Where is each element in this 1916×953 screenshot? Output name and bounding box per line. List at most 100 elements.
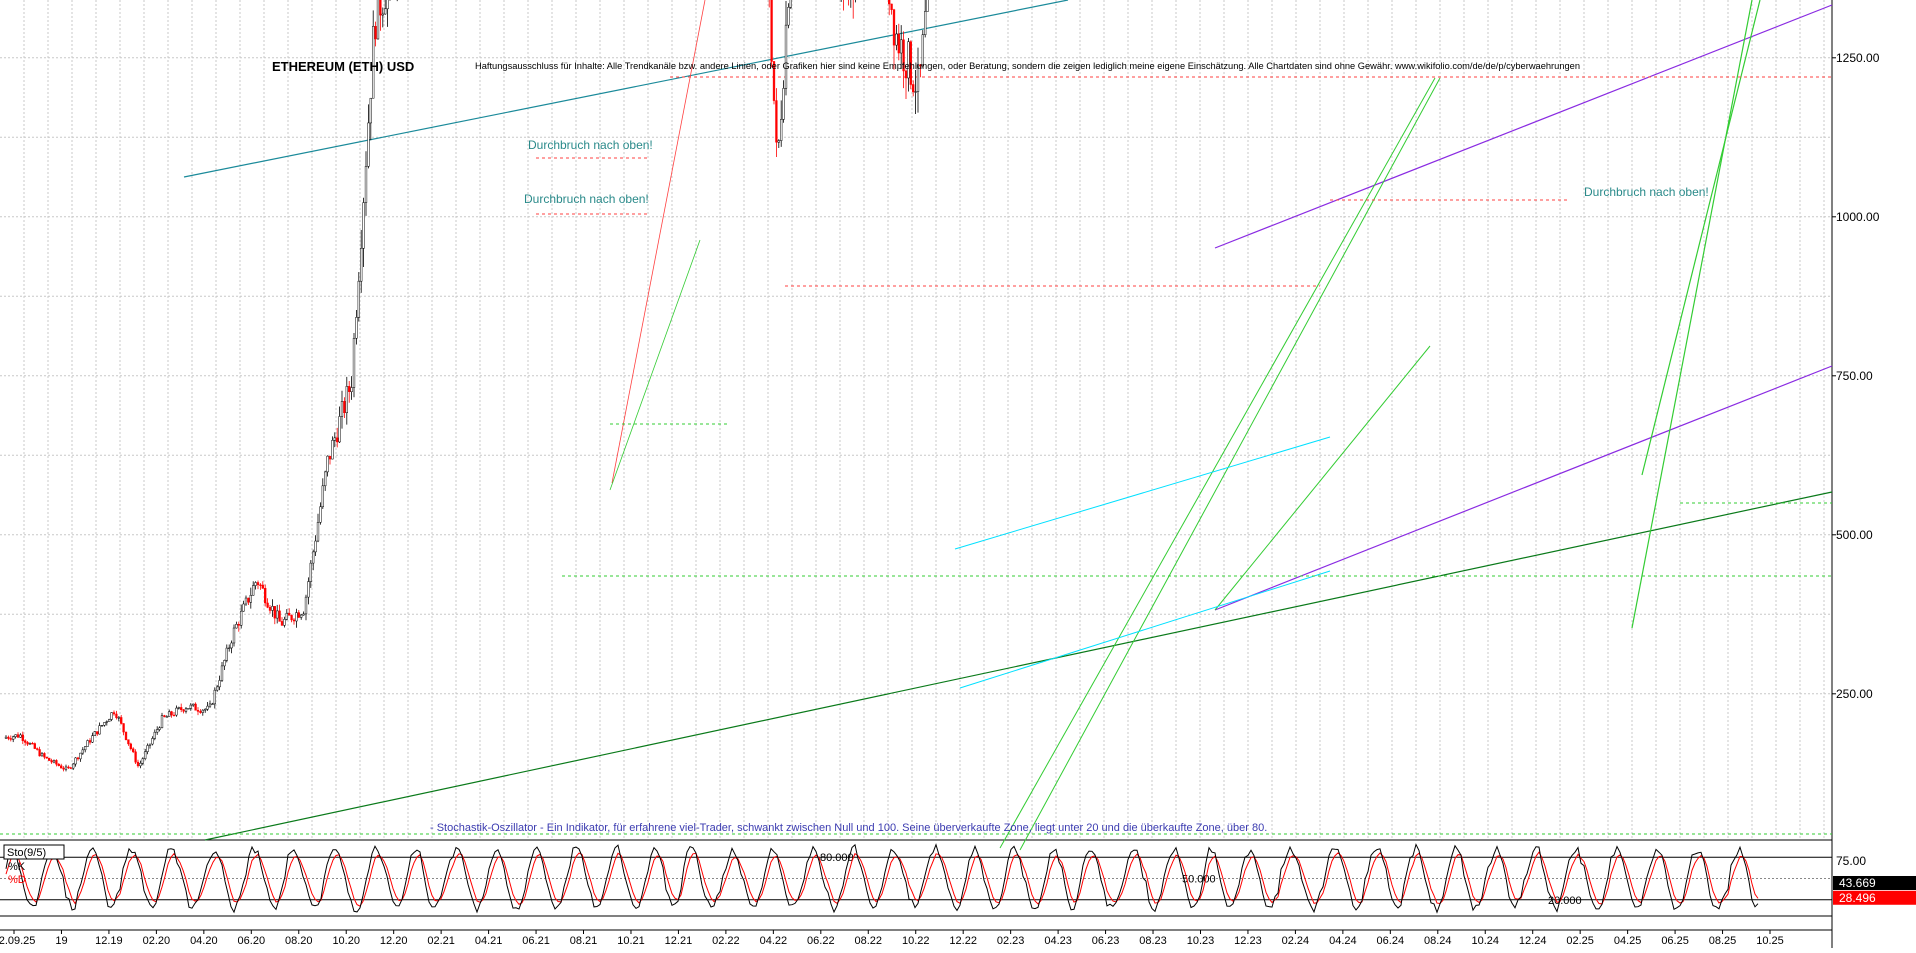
candle-body bbox=[897, 33, 900, 54]
candle-body bbox=[242, 603, 245, 612]
candle-body bbox=[33, 743, 36, 749]
trend-line bbox=[1214, 345, 1431, 611]
candle-body bbox=[237, 624, 240, 626]
candle-body bbox=[21, 734, 24, 741]
candle-body bbox=[249, 595, 252, 603]
candle-body bbox=[343, 401, 346, 414]
candle-body bbox=[26, 742, 29, 745]
candle-body bbox=[100, 724, 104, 727]
time-tick-label: 10.25 bbox=[1756, 935, 1784, 947]
candle-body bbox=[4, 736, 8, 739]
candle-body bbox=[79, 752, 82, 760]
time-tick-label: 06.21 bbox=[522, 935, 550, 947]
stoch-d-value-box bbox=[1833, 890, 1916, 905]
candle-body bbox=[192, 703, 195, 706]
candle-body bbox=[362, 202, 365, 249]
candle-body bbox=[184, 708, 188, 712]
trend-line bbox=[959, 570, 1331, 689]
candle-body bbox=[220, 665, 224, 681]
candle-body bbox=[43, 753, 46, 758]
candle-body bbox=[386, 0, 389, 10]
candle-body bbox=[230, 642, 233, 649]
candle-body bbox=[213, 689, 216, 705]
candle-body bbox=[331, 440, 334, 460]
candle-body bbox=[153, 731, 156, 739]
candle-body bbox=[31, 743, 34, 745]
time-tick-label: 12.09.25 bbox=[0, 935, 35, 947]
candle-body bbox=[902, 39, 905, 72]
time-tick-label: 12.19 bbox=[95, 935, 123, 947]
candle-body bbox=[369, 97, 372, 124]
stoch-d-legend: %D bbox=[8, 874, 26, 886]
candle-body bbox=[160, 715, 164, 729]
candle-body bbox=[180, 707, 183, 710]
candle-body bbox=[199, 711, 202, 713]
candle-body bbox=[321, 485, 324, 508]
candle-body bbox=[914, 91, 917, 93]
candle-body bbox=[151, 738, 154, 745]
indicator-note: - Stochastik-Oszillator - Ein Indikator,… bbox=[430, 822, 1267, 834]
candle-body bbox=[244, 597, 248, 605]
candle-body bbox=[259, 584, 262, 586]
candle-body bbox=[216, 686, 219, 691]
stoch-level-label: 20.000 bbox=[1548, 895, 1582, 907]
time-tick-label: 08.20 bbox=[285, 935, 313, 947]
candle-body bbox=[340, 401, 344, 417]
candle-body bbox=[144, 751, 147, 759]
candle-body bbox=[189, 704, 192, 709]
candle-body bbox=[285, 612, 288, 620]
candle-body bbox=[40, 753, 44, 757]
candle-body bbox=[72, 763, 75, 769]
candle-body bbox=[235, 624, 238, 629]
time-tick-label: 06.22 bbox=[807, 935, 835, 947]
time-tick-label: 10.21 bbox=[617, 935, 645, 947]
candle-body bbox=[112, 712, 116, 715]
time-tick-label: 12.20 bbox=[380, 935, 408, 947]
time-tick-label: 10.22 bbox=[902, 935, 930, 947]
trend-line bbox=[1019, 77, 1441, 851]
candle-body bbox=[328, 455, 332, 460]
candle-body bbox=[134, 751, 137, 763]
candle-body bbox=[919, 64, 922, 67]
candle-body bbox=[276, 610, 279, 619]
candle-body bbox=[355, 317, 358, 339]
candle-body bbox=[158, 727, 161, 730]
candle-body bbox=[64, 766, 68, 770]
candle-body bbox=[14, 734, 17, 737]
candle-body bbox=[177, 707, 180, 709]
candle-body bbox=[175, 707, 178, 716]
candle-body bbox=[55, 760, 58, 765]
time-tick-label: 04.22 bbox=[760, 935, 788, 947]
candle-body bbox=[228, 647, 231, 649]
candle-body bbox=[19, 734, 22, 738]
candle-body bbox=[268, 607, 272, 611]
candle-body bbox=[384, 8, 387, 15]
candle-body bbox=[50, 760, 53, 763]
price-tick-label: 1250.00 bbox=[1836, 51, 1880, 65]
candle-body bbox=[223, 660, 226, 667]
candle-body bbox=[139, 762, 142, 767]
time-tick-label: 08.21 bbox=[570, 935, 598, 947]
candle-body bbox=[780, 119, 783, 141]
time-tick-label: 06.24 bbox=[1377, 935, 1405, 947]
candle-body bbox=[314, 540, 317, 553]
candle-body bbox=[117, 717, 120, 719]
candle-body bbox=[52, 760, 56, 763]
candle-body bbox=[261, 584, 264, 589]
candle-body bbox=[206, 705, 209, 710]
stoch-level-label: 80.000 bbox=[820, 852, 854, 864]
candle-body bbox=[256, 582, 260, 586]
trend-line bbox=[1641, 0, 1761, 476]
candle-body bbox=[345, 386, 348, 414]
candle-body bbox=[890, 3, 893, 10]
candle-body bbox=[48, 757, 51, 761]
candle-body bbox=[264, 587, 267, 604]
candle-body bbox=[921, 34, 924, 67]
candle-body bbox=[290, 615, 293, 621]
stoch-d-value: 28.496 bbox=[1839, 891, 1876, 905]
price-tick-label: 1000.00 bbox=[1836, 210, 1880, 224]
candle-body bbox=[312, 551, 315, 564]
candle-body bbox=[136, 761, 140, 767]
candle-body bbox=[357, 280, 360, 318]
